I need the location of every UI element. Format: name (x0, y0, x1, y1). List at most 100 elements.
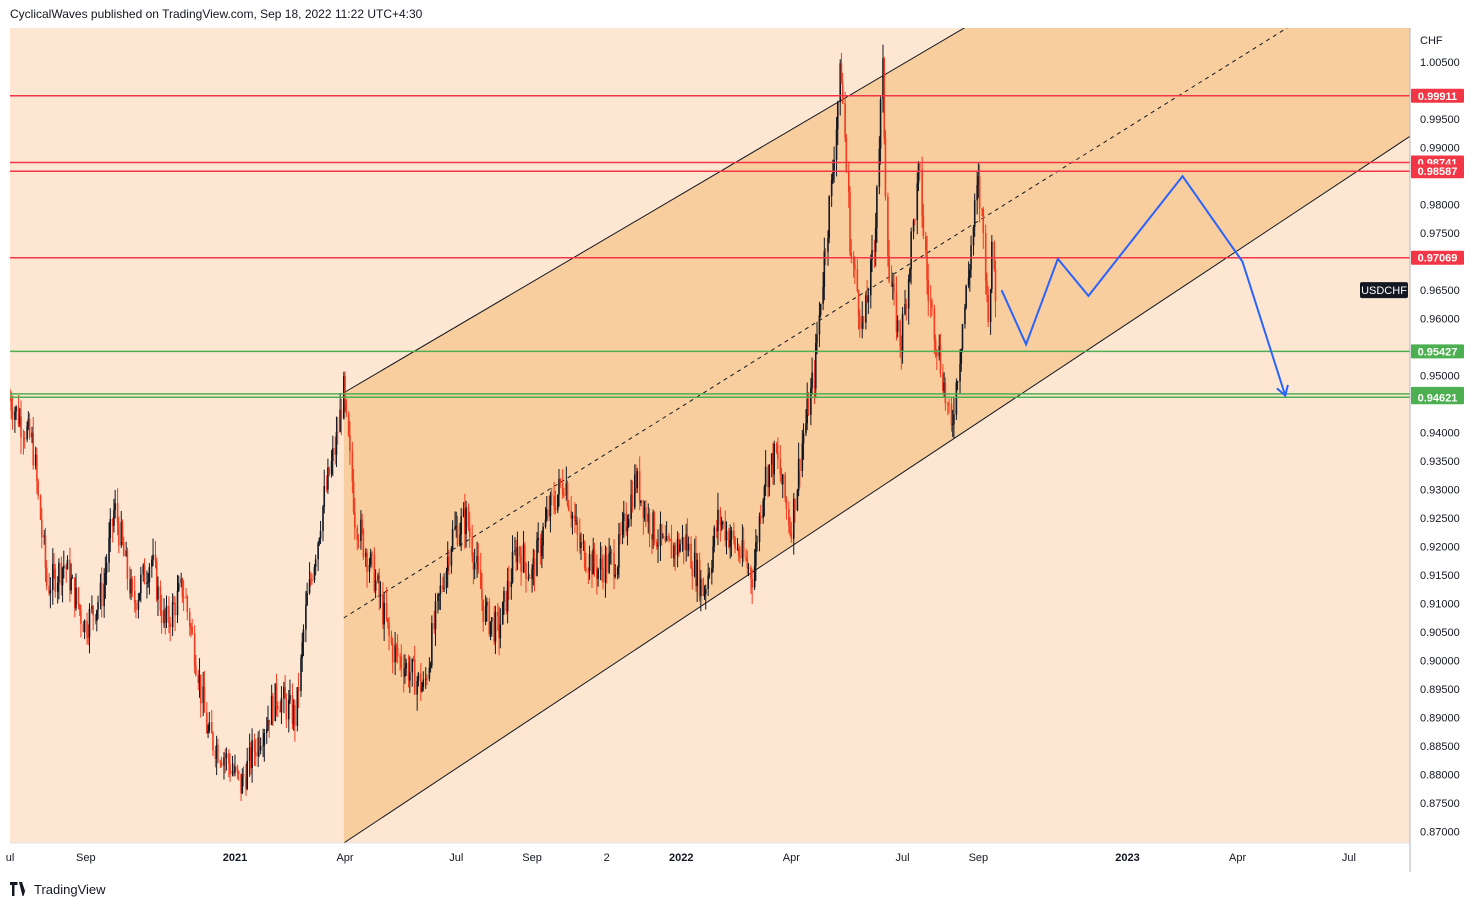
candle[interactable] (394, 631, 396, 676)
candle[interactable] (961, 323, 964, 353)
candle[interactable] (94, 613, 97, 625)
candle[interactable] (890, 265, 893, 287)
candle[interactable] (237, 770, 240, 781)
candle[interactable] (70, 563, 72, 595)
candle[interactable] (921, 156, 923, 228)
candle[interactable] (779, 445, 782, 482)
candle[interactable] (219, 759, 222, 769)
candle[interactable] (404, 654, 406, 684)
candle[interactable] (785, 496, 788, 520)
candle[interactable] (931, 298, 933, 316)
candle[interactable] (537, 522, 540, 553)
candle[interactable] (296, 686, 299, 732)
candle[interactable] (989, 288, 992, 335)
candle[interactable] (758, 512, 761, 552)
candle[interactable] (462, 502, 465, 518)
candle[interactable] (807, 392, 810, 417)
candle[interactable] (459, 522, 461, 547)
candle[interactable] (160, 594, 163, 634)
candle[interactable] (448, 549, 450, 575)
candle[interactable] (545, 496, 548, 522)
level-badge[interactable]: 0.99911 (1411, 88, 1464, 103)
candle[interactable] (109, 508, 112, 553)
candle[interactable] (690, 536, 692, 569)
candle[interactable] (835, 116, 838, 177)
candle[interactable] (653, 511, 656, 546)
candle[interactable] (36, 447, 38, 494)
candle[interactable] (767, 464, 769, 498)
candle[interactable] (582, 534, 585, 551)
candle[interactable] (140, 566, 142, 603)
candle[interactable] (152, 538, 154, 567)
candle[interactable] (103, 568, 105, 618)
candle[interactable] (506, 567, 509, 624)
candle[interactable] (665, 521, 668, 542)
candle[interactable] (325, 475, 328, 493)
candle[interactable] (431, 615, 433, 669)
candle[interactable] (125, 541, 127, 557)
level-badge[interactable]: 0.97069 (1411, 250, 1464, 265)
candle[interactable] (669, 538, 672, 541)
candle[interactable] (371, 551, 373, 569)
candle[interactable] (520, 546, 522, 586)
candle[interactable] (528, 573, 531, 579)
candle[interactable] (713, 525, 716, 553)
candle[interactable] (772, 443, 774, 485)
candle[interactable] (693, 538, 696, 578)
candle[interactable] (566, 480, 569, 508)
candle[interactable] (824, 248, 827, 266)
candle[interactable] (400, 644, 403, 678)
candle[interactable] (215, 735, 218, 776)
candle[interactable] (181, 577, 184, 603)
candle[interactable] (270, 684, 273, 726)
candle[interactable] (105, 554, 108, 586)
candle[interactable] (365, 548, 367, 567)
candle[interactable] (770, 452, 773, 478)
candle[interactable] (383, 592, 385, 641)
candle[interactable] (96, 609, 98, 632)
candle[interactable] (762, 498, 764, 524)
candle[interactable] (857, 289, 860, 330)
candle[interactable] (412, 655, 415, 662)
candle[interactable] (22, 429, 25, 455)
candle[interactable] (116, 488, 119, 536)
candle[interactable] (122, 536, 125, 557)
candle[interactable] (387, 618, 389, 629)
candle[interactable] (206, 702, 208, 735)
candle[interactable] (174, 596, 176, 632)
candle[interactable] (533, 549, 536, 592)
candle[interactable] (476, 541, 478, 579)
candle[interactable] (477, 543, 480, 574)
candle[interactable] (416, 676, 418, 711)
candle[interactable] (878, 136, 881, 195)
candle[interactable] (362, 527, 365, 560)
candle[interactable] (796, 488, 799, 512)
candle[interactable] (759, 504, 762, 524)
candle[interactable] (891, 272, 894, 300)
candle[interactable] (768, 464, 771, 497)
candle[interactable] (297, 672, 300, 708)
candle[interactable] (587, 567, 590, 585)
candle[interactable] (451, 520, 454, 552)
candle[interactable] (856, 259, 859, 293)
candle[interactable] (516, 531, 519, 571)
candle[interactable] (702, 577, 705, 597)
candle[interactable] (163, 598, 165, 628)
candle[interactable] (756, 535, 758, 552)
candle[interactable] (763, 484, 766, 517)
candle[interactable] (827, 230, 829, 266)
candle[interactable] (328, 466, 330, 477)
candle[interactable] (523, 541, 526, 574)
candle[interactable] (605, 546, 608, 584)
candle[interactable] (173, 595, 175, 605)
candle[interactable] (596, 554, 598, 595)
candle[interactable] (361, 513, 363, 535)
candle[interactable] (186, 594, 189, 621)
candle[interactable] (602, 554, 604, 590)
candle[interactable] (730, 526, 733, 557)
candle[interactable] (841, 72, 844, 105)
candle[interactable] (58, 558, 60, 600)
candle[interactable] (224, 748, 226, 774)
candle[interactable] (819, 303, 822, 318)
candle[interactable] (893, 275, 895, 306)
